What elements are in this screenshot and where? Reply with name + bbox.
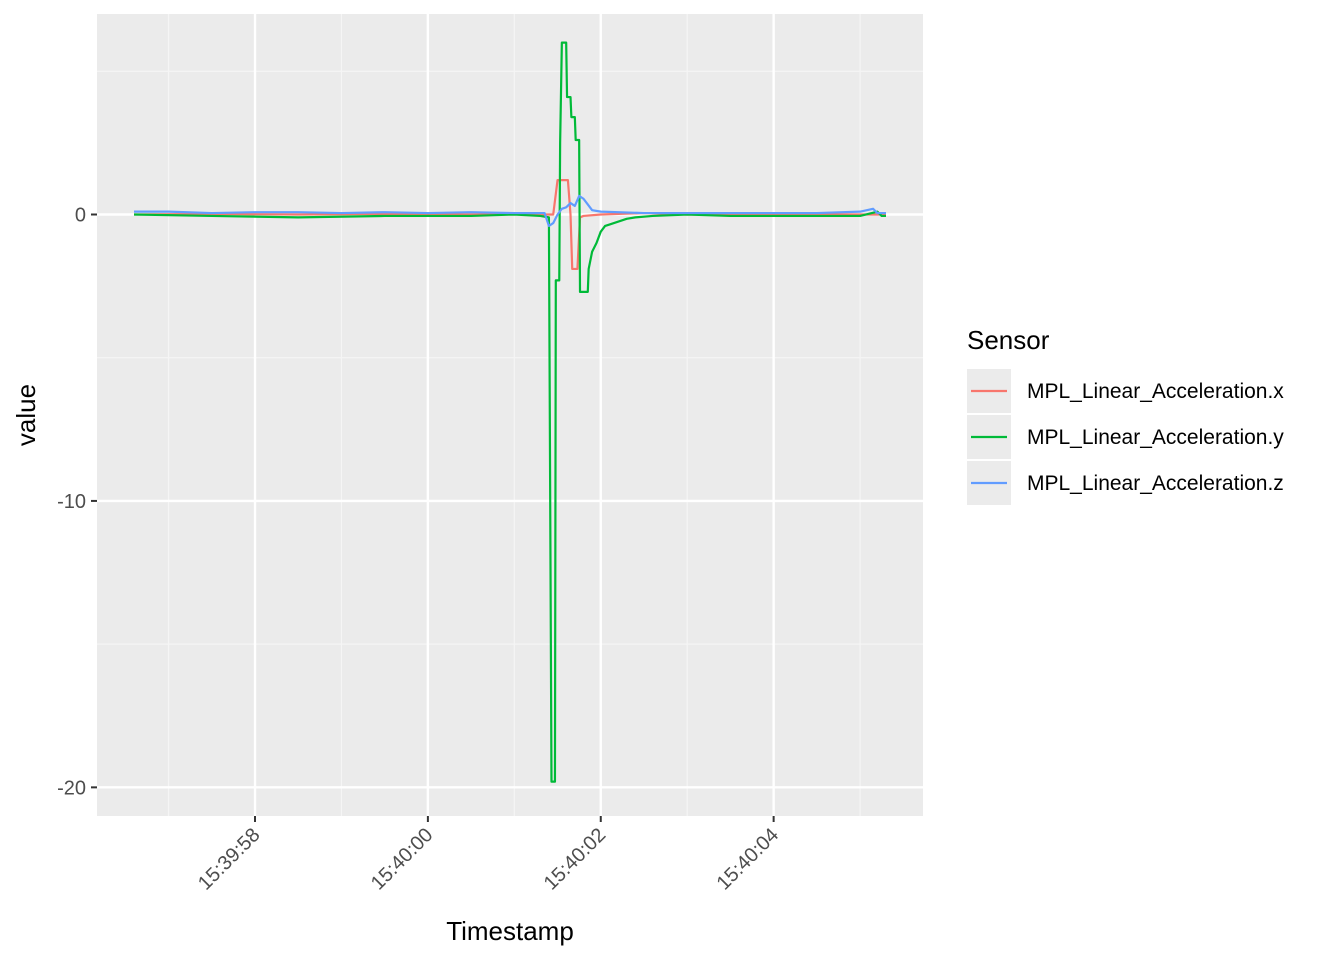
series-line-3 bbox=[134, 194, 886, 228]
grid-minor bbox=[97, 14, 923, 816]
legend-label: MPL_Linear_Acceleration.z bbox=[1027, 472, 1284, 495]
y-tick-label: 0 bbox=[75, 205, 86, 227]
legend-label: MPL_Linear_Acceleration.y bbox=[1027, 426, 1284, 449]
y-axis-title: value bbox=[11, 384, 41, 446]
legend-title: Sensor bbox=[967, 325, 1050, 355]
x-tick-label: 15:39:58 bbox=[194, 824, 265, 895]
x-axis: 15:39:58 15:40:00 15:40:02 15:40:04 bbox=[194, 816, 783, 895]
plot-panel bbox=[97, 14, 923, 816]
legend-label: MPL_Linear_Acceleration.x bbox=[1027, 380, 1284, 403]
legend: Sensor MPL_Linear_Acceleration.x MPL_Line… bbox=[967, 325, 1284, 505]
x-axis-title: Timestamp bbox=[446, 916, 574, 946]
y-tick-label: -10 bbox=[57, 491, 86, 513]
x-tick-label: 15:40:04 bbox=[713, 824, 784, 895]
y-tick-label: -20 bbox=[57, 777, 86, 799]
x-tick-label: 15:40:00 bbox=[367, 824, 438, 895]
y-axis: -20 -10 0 bbox=[57, 205, 97, 799]
series-layer bbox=[133, 41, 886, 783]
x-tick-label: 15:40:02 bbox=[540, 824, 611, 895]
